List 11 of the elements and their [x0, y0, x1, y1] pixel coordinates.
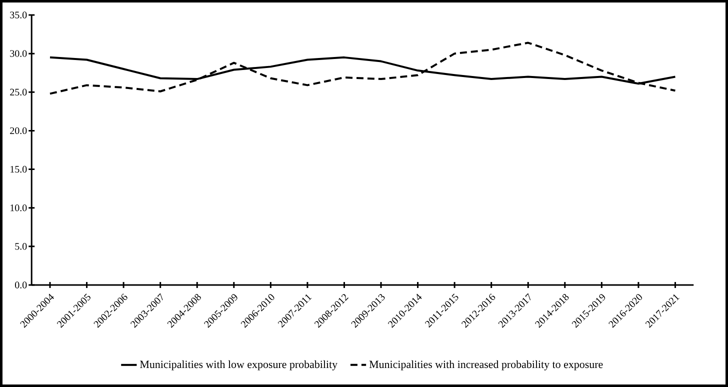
legend-label: Municipalities with increased probability to exposure: [369, 360, 603, 370]
y-tick-label: 0.0: [15, 282, 27, 288]
y-tick-label: 20.0: [10, 127, 27, 134]
y-tick-label: 15.0: [10, 166, 27, 173]
y-tick-label: 35.0: [10, 12, 27, 18]
y-tick-label: 25.0: [10, 88, 27, 96]
y-tick-label: 10.0: [10, 204, 27, 212]
line-series: [49, 42, 676, 95]
y-tick-label: 30.0: [10, 50, 27, 57]
legend-label: Municipalities with low exposure probability: [140, 360, 338, 370]
y-tick-label: 5.0: [15, 243, 27, 250]
